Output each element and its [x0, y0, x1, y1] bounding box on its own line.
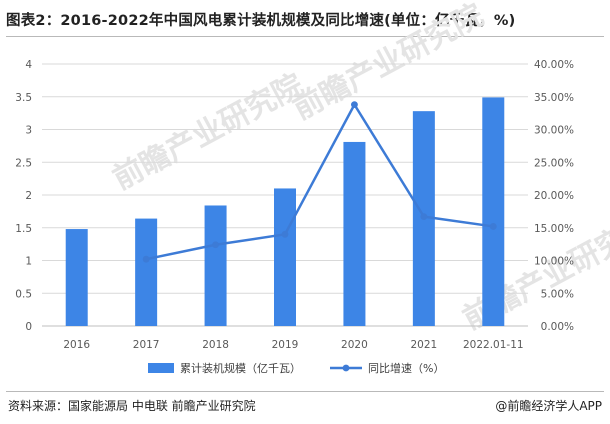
y-right-tick-label: 15.00%: [534, 223, 574, 235]
legend-bar-label: 累计装机规模（亿千瓦）: [180, 361, 301, 375]
source-note: 资料来源：国家能源局 中电联 前瞻产业研究院: [8, 399, 256, 413]
bar: [204, 205, 227, 326]
brand-credit: @前瞻经济学人APP: [495, 399, 602, 413]
y-right-tick-label: 5.00%: [541, 288, 574, 300]
growth-point: [420, 213, 428, 221]
y-right-tick-label: 30.00%: [534, 125, 574, 137]
bar: [65, 229, 88, 326]
x-tick-label: 2019: [272, 339, 299, 351]
y-left-tick-label: 1.5: [15, 223, 32, 235]
footer-divider: [6, 391, 604, 392]
bar-series: [65, 97, 505, 326]
y-right-tick-label: 40.00%: [534, 59, 574, 71]
line-series: [142, 101, 497, 263]
y-right-tick-label: 20.00%: [534, 190, 574, 202]
growth-point: [212, 241, 219, 249]
legend-line-label: 同比增速（%）: [368, 361, 444, 375]
growth-point: [281, 230, 289, 238]
y-right-tick-label: 0.00%: [541, 321, 574, 333]
legend-bar-swatch: [148, 363, 174, 373]
title-divider: [6, 36, 604, 37]
x-tick-label: 2017: [133, 339, 160, 351]
y-left-tick-label: 3: [25, 125, 32, 137]
growth-point: [489, 223, 497, 230]
x-tick-label: 2020: [341, 339, 368, 351]
legend: 累计装机规模（亿千瓦） 同比增速（%）: [148, 361, 444, 375]
x-tick-label: 2021: [410, 339, 437, 351]
growth-point: [142, 255, 150, 263]
y-left-tick-label: 3.5: [15, 92, 32, 104]
y-right-tick-label: 10.00%: [534, 256, 574, 268]
chart-title: 图表2：2016-2022年中国风电累计装机规模及同比增速(单位：亿千瓦，%): [6, 13, 516, 29]
y-left-tick-label: 2.5: [15, 157, 32, 169]
bar: [274, 188, 296, 326]
y-right-tick-label: 35.00%: [534, 92, 574, 104]
legend-line-marker: [342, 364, 350, 372]
y-left-tick-label: 0: [25, 321, 32, 333]
bar: [135, 218, 158, 326]
y-left-tick-label: 1: [25, 256, 32, 268]
y-left-tick-label: 4: [25, 59, 32, 71]
y-left-tick-label: 2: [25, 190, 32, 202]
y-left-tick-label: 0.5: [15, 288, 32, 300]
growth-point: [351, 101, 358, 109]
x-tick-label: 2016: [63, 339, 90, 351]
bar: [343, 141, 366, 326]
watermark-text: 前瞻产业研究院: [107, 68, 309, 197]
bar: [482, 97, 505, 326]
axes: 0 0.00% 0.5 5.00% 1 10.00% 1.5 15.00% 2 20.00% 2.5…: [15, 59, 574, 351]
growth-line: [145, 103, 494, 261]
x-tick-label: 2022.01-11: [463, 339, 524, 351]
x-tick-label: 2018: [202, 339, 229, 351]
y-right-tick-label: 25.00%: [534, 157, 574, 169]
